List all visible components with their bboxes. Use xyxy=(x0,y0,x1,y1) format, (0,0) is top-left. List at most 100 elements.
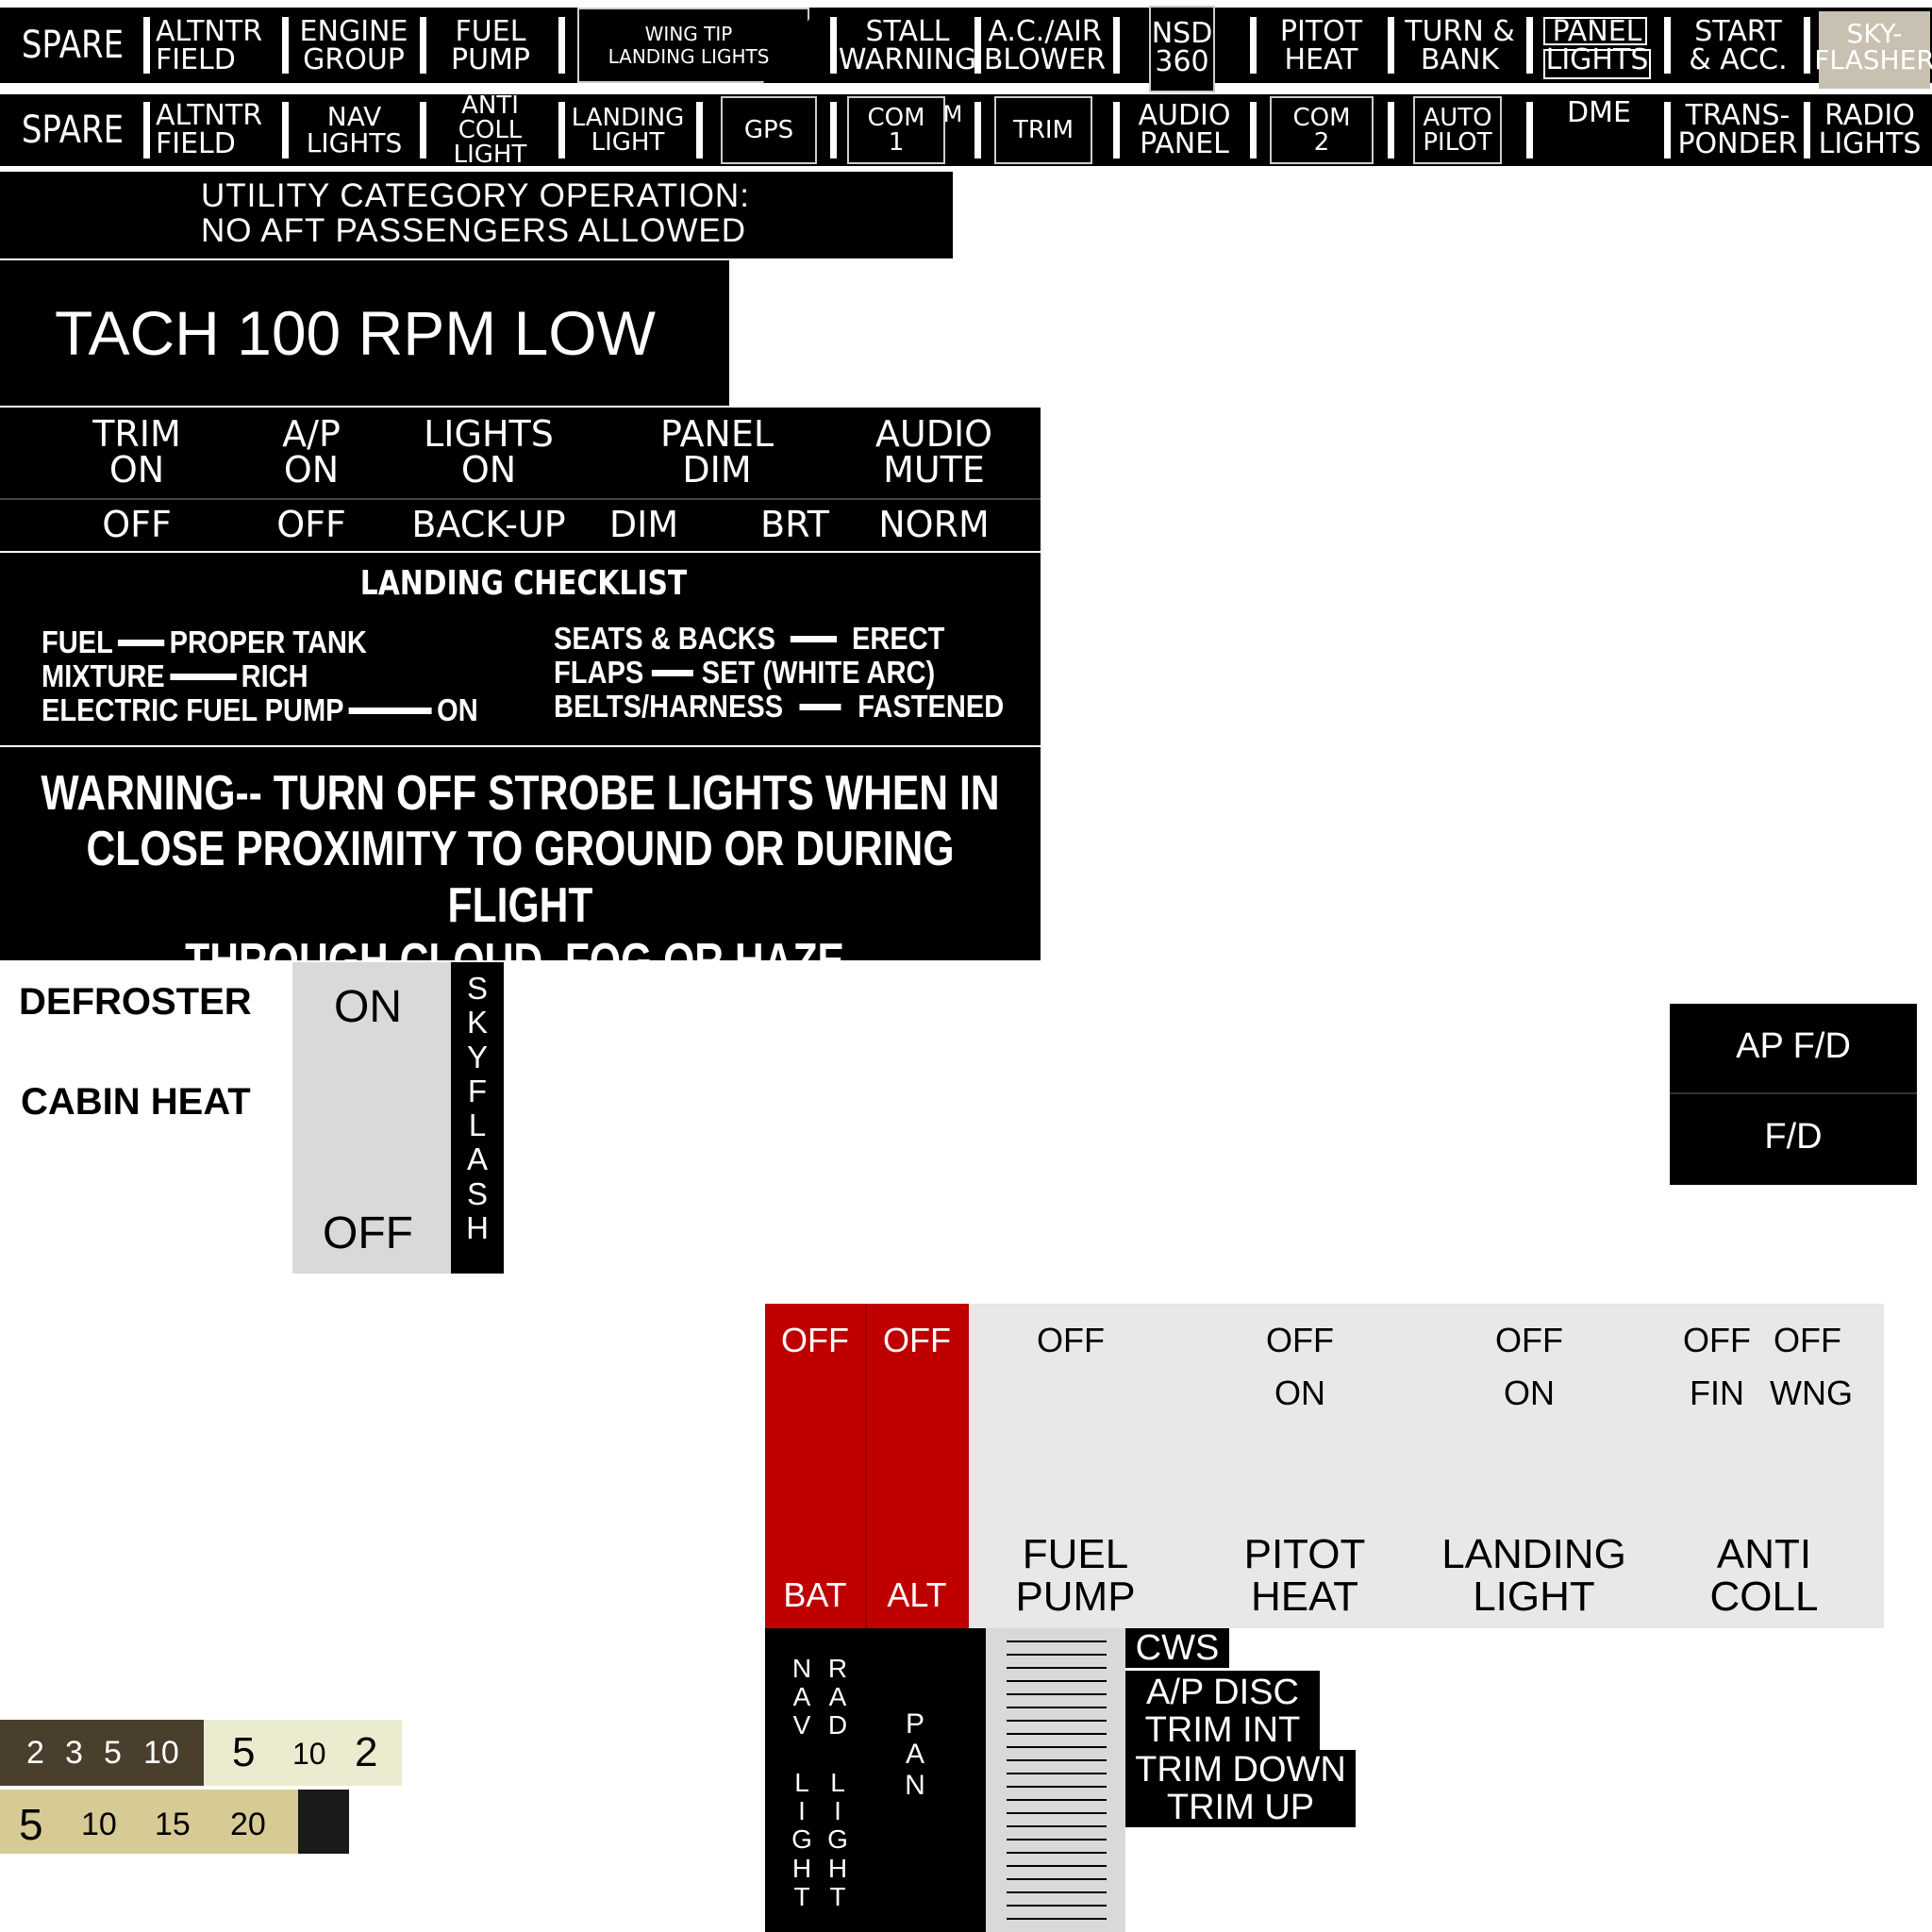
checklist-dash xyxy=(118,639,165,646)
trim-int-label: TRIM INT xyxy=(1144,1710,1301,1750)
checklist-left-2: MIXTURE RICH xyxy=(42,658,308,693)
breaker-label-fuel-pump: FUEL PUMP xyxy=(450,15,531,76)
landing-light-label: LANDING LIGHT xyxy=(1441,1531,1626,1620)
checklist-left-3: ELECTRIC FUEL PUMP ON xyxy=(42,692,478,727)
separator xyxy=(558,102,565,158)
vertical-letter: A xyxy=(792,1682,811,1712)
breaker-label-gps: GPS xyxy=(743,116,794,144)
alt-off-label: OFF xyxy=(883,1321,951,1359)
separator xyxy=(1388,102,1394,158)
anti-coll-off-2: OFF xyxy=(1774,1321,1841,1359)
panel-lights-box xyxy=(1543,17,1647,45)
separator xyxy=(143,102,150,158)
checklist-dash xyxy=(790,635,838,642)
scale-dark-5: 5 xyxy=(104,1735,122,1771)
checklist-value-belts: FASTENED xyxy=(858,689,1005,724)
breaker-label-trim: TRIM xyxy=(1012,116,1074,144)
pitot-off-label: OFF xyxy=(1266,1321,1334,1359)
scale-khaki-10: 10 xyxy=(81,1807,117,1842)
vertical-letter: I xyxy=(798,1796,806,1826)
scale-dark-3: 3 xyxy=(65,1735,83,1771)
nav-light-text: NAV LIGHT NAV LIGHT xyxy=(788,1654,816,1911)
scale-cream-5: 5 xyxy=(232,1729,256,1775)
separator xyxy=(1664,102,1671,158)
separator xyxy=(282,17,289,74)
checklist-dash xyxy=(169,673,237,680)
checklist-left-1: FUEL PROPER TANK xyxy=(42,625,367,659)
separator xyxy=(830,17,837,74)
switch-label-trim-on: TRIM ON xyxy=(92,413,181,491)
nav-pan-placard: NAV LIGHT NAV LIGHT RAD LIGHT RAD LIGHT … xyxy=(765,1628,986,1932)
breaker-label-pitot-heat: PITOT HEAT xyxy=(1279,15,1363,76)
checklist-right-3: BELTS/HARNESS FASTENED xyxy=(554,689,1005,724)
tach-text: TACH 100 RPM LOW xyxy=(55,298,656,368)
vertical-letter: L xyxy=(468,1108,487,1143)
breaker-label-m: M xyxy=(942,101,963,127)
bat-label: BAT xyxy=(783,1575,847,1614)
switch-panel-placard: TRIM ON A/P ON LIGHTS ON PANEL DIM AUDIO… xyxy=(0,408,1041,551)
autopilot-box xyxy=(1413,96,1502,164)
checklist-dash xyxy=(348,707,432,714)
vertical-letter: H xyxy=(791,1853,812,1883)
separator xyxy=(420,102,426,158)
checklist-dash xyxy=(799,703,841,710)
panel-lights-box-2 xyxy=(1543,49,1651,79)
breaker-label-com-2: COM 2 xyxy=(1292,104,1351,157)
rocker-alt-plate xyxy=(865,1304,969,1628)
breaker-label-wing-tip: WING TIP LANDING LIGHTS xyxy=(608,23,770,68)
gps-box xyxy=(721,96,817,164)
switch-label-norm: NORM xyxy=(878,504,990,545)
utility-category-placard: UTILITY CATEGORY OPERATION: NO AFT PASSE… xyxy=(0,172,953,258)
ap-fd-label: AP F/D xyxy=(1736,1026,1851,1066)
breaker-label-altntr-field: ALTNTR FIELD xyxy=(156,15,263,76)
breaker-label-turn-bank: TURN & BANK xyxy=(1405,15,1515,76)
pitot-on-label: ON xyxy=(1274,1374,1325,1412)
trim-wheel-plate xyxy=(986,1628,1125,1932)
defroster-off-label: OFF xyxy=(323,1208,413,1258)
ap-fd-placard: AP F/D F/D xyxy=(1670,1004,1917,1185)
breaker-label-transponder: TRANS- PONDER xyxy=(1677,99,1798,160)
checklist-value-electric-fuel-pump: ON xyxy=(437,692,478,727)
scale-strip-cream: 5 10 2 xyxy=(204,1720,402,1786)
breaker-label-altntr-field-2: ALTNTR FIELD xyxy=(156,99,263,160)
fuel-pump-off-label: OFF xyxy=(1037,1321,1105,1359)
switch-label-dim: DIM xyxy=(608,504,679,545)
breaker-label-com-1: COM 1 xyxy=(867,104,925,157)
ap-disc-label: A/P DISC xyxy=(1146,1673,1299,1712)
skyflasher-plate xyxy=(1819,11,1930,89)
separator xyxy=(282,102,289,158)
cabin-heat-label: CABIN HEAT xyxy=(21,1081,251,1123)
checklist-title: LANDING CHECKLIST xyxy=(359,564,688,603)
breaker-label-nav-lights: NAV LIGHTS xyxy=(306,101,403,158)
scale-dark-10: 10 xyxy=(143,1735,179,1771)
ap-disc-trim-int-box: A/P DISC TRIM INT xyxy=(1125,1671,1320,1750)
com2-box xyxy=(1270,96,1374,164)
checklist-item-mixture: MIXTURE xyxy=(42,658,165,693)
checklist-item-belts: BELTS/HARNESS xyxy=(554,689,784,724)
vertical-letter: R xyxy=(827,1654,848,1683)
breaker-label-radio-lights: RADIO LIGHTS xyxy=(1818,99,1922,160)
vertical-letter: L xyxy=(794,1767,809,1797)
trim-box xyxy=(994,96,1092,164)
anti-coll-wng: WNG xyxy=(1770,1374,1853,1412)
pan-text: PAN PAN xyxy=(901,1708,929,1801)
vertical-letter: F xyxy=(467,1073,488,1108)
checklist-value-mixture: RICH xyxy=(241,658,308,693)
separator xyxy=(974,102,981,158)
vertical-letter: A xyxy=(828,1682,847,1712)
separator xyxy=(1250,102,1257,158)
vertical-letter: N xyxy=(791,1654,812,1683)
breaker-label-stall-warning: STALL WARNING xyxy=(838,15,977,76)
anti-coll-fin: FIN xyxy=(1690,1374,1744,1412)
defroster-on-label: ON xyxy=(334,982,402,1032)
vertical-letter xyxy=(798,1740,806,1769)
switch-label-off-2: OFF xyxy=(276,504,346,545)
switch-label-lights-on: LIGHTS ON xyxy=(424,413,554,491)
trim-up-label: TRIM UP xyxy=(1166,1788,1315,1827)
breaker-label-nsd-360: NSD 360 xyxy=(1151,17,1213,78)
wing-tip-plate xyxy=(577,8,809,83)
breaker-label-audio-panel: AUDIO PANEL xyxy=(1138,99,1231,160)
switch-label-audio-mute: AUDIO MUTE xyxy=(874,413,993,491)
